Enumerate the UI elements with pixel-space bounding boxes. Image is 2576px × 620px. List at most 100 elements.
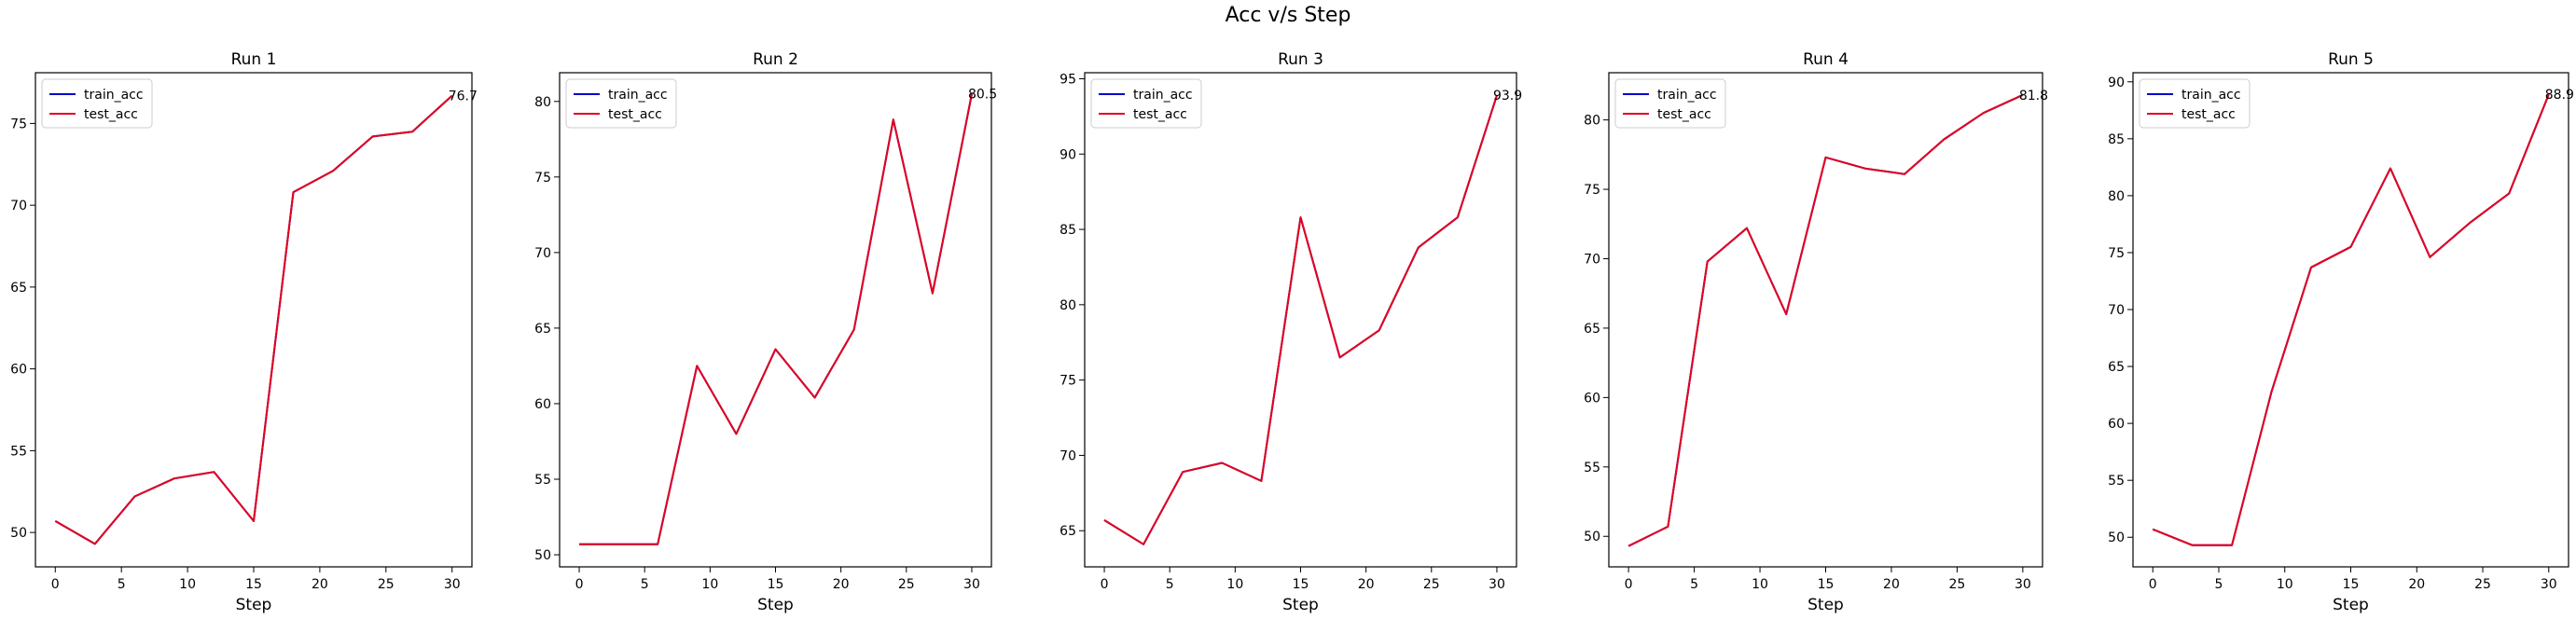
x-tick-label: 30 (963, 577, 980, 592)
x-tick-label: 5 (1690, 577, 1698, 592)
x-tick-label: 10 (1752, 577, 1768, 592)
x-tick-label: 5 (641, 577, 649, 592)
x-tick-label: 30 (2015, 577, 2031, 592)
y-tick-label: 80 (534, 95, 551, 110)
y-tick-label: 50 (10, 526, 27, 541)
x-axis-label: Step (1282, 596, 1319, 614)
y-tick-label: 80 (2108, 189, 2125, 204)
y-tick-label: 95 (1059, 72, 1076, 87)
end-value-label: 81.8 (2019, 89, 2048, 103)
x-tick-label: 0 (575, 577, 584, 592)
y-tick-label: 70 (534, 246, 551, 261)
axes-frame (559, 72, 992, 568)
legend-label-train_acc: train_acc (608, 88, 668, 103)
y-tick-label: 85 (1059, 223, 1076, 238)
x-tick-label: 10 (701, 577, 718, 592)
subplot-title: Run 3 (1278, 50, 1323, 69)
x-tick-label: 25 (378, 577, 395, 592)
y-tick-label: 55 (2108, 474, 2125, 489)
legend-label-test_acc: test_acc (1133, 107, 1187, 122)
series-line-test_acc (2152, 93, 2550, 546)
y-tick-label: 60 (10, 363, 27, 378)
series-line-train_acc (1627, 93, 2024, 547)
x-tick-label: 20 (1358, 577, 1375, 592)
x-tick-label: 30 (2541, 577, 2557, 592)
x-tick-label: 20 (833, 577, 850, 592)
end-value-label: 80.5 (968, 88, 997, 103)
end-value-label: 88.9 (2545, 88, 2574, 103)
legend-box (1090, 78, 1202, 129)
legend-label-test_acc: test_acc (2181, 107, 2236, 122)
y-tick-label: 70 (1059, 448, 1076, 463)
y-tick-label: 65 (1584, 322, 1600, 337)
y-tick-label: 60 (1584, 391, 1600, 406)
legend-box (565, 78, 677, 129)
y-tick-label: 75 (534, 171, 551, 186)
y-tick-label: 65 (1059, 524, 1076, 539)
x-tick-label: 10 (1226, 577, 1243, 592)
y-tick-label: 55 (534, 473, 551, 488)
x-tick-label: 20 (312, 577, 328, 592)
x-axis-label: Step (1807, 596, 1844, 614)
series-line-test_acc (579, 93, 973, 545)
x-tick-label: 0 (51, 577, 60, 592)
figure-title: Acc v/s Step (1225, 4, 1351, 27)
legend-box (1614, 78, 1726, 129)
subplot-3: Run 3 0 5 10 15 20 25 30 65 70 75 80 85 90 95 Step 93.9 t… (1059, 50, 1522, 614)
subplot-title: Run 2 (753, 50, 798, 69)
y-tick-label: 55 (10, 444, 27, 459)
y-tick-label: 75 (1059, 374, 1076, 389)
y-tick-label: 50 (1584, 530, 1600, 544)
subplot-title: Run 1 (231, 50, 277, 69)
y-tick-label: 85 (2108, 132, 2125, 147)
subplot-4: Run 4 0 5 10 15 20 25 30 50 55 60 65 70 75 80 Step 81.8 t… (1584, 50, 2048, 614)
series-line-test_acc (1627, 93, 2024, 547)
series-line-train_acc (54, 94, 453, 545)
x-tick-label: 30 (1489, 577, 1505, 592)
x-axis-label: Step (236, 596, 272, 614)
x-tick-label: 15 (2343, 577, 2360, 592)
y-tick-label: 90 (2108, 76, 2125, 90)
legend-box (2139, 78, 2251, 129)
legend-label-test_acc: test_acc (1657, 107, 1711, 122)
y-tick-label: 50 (534, 548, 551, 563)
x-tick-label: 15 (1818, 577, 1835, 592)
subplot-title: Run 5 (2328, 50, 2374, 69)
x-tick-label: 15 (1293, 577, 1309, 592)
x-tick-label: 25 (2474, 577, 2491, 592)
y-tick-label: 80 (1059, 298, 1076, 313)
x-tick-label: 20 (2408, 577, 2425, 592)
x-tick-label: 15 (768, 577, 784, 592)
x-tick-label: 0 (2149, 577, 2157, 592)
y-tick-label: 75 (1584, 183, 1600, 198)
x-tick-label: 0 (1625, 577, 1633, 592)
y-tick-label: 60 (534, 397, 551, 412)
axes-frame (1084, 72, 1517, 568)
x-tick-label: 10 (2277, 577, 2293, 592)
x-tick-label: 25 (1948, 577, 1965, 592)
end-value-label: 76.7 (449, 90, 478, 104)
series-line-train_acc (1103, 94, 1498, 545)
legend-label-train_acc: train_acc (1133, 88, 1193, 103)
legend-label-train_acc: train_acc (2181, 88, 2241, 103)
axes-frame (2132, 72, 2569, 568)
x-tick-label: 10 (179, 577, 196, 592)
legend-label-test_acc: test_acc (608, 107, 662, 122)
x-tick-label: 30 (444, 577, 461, 592)
y-tick-label: 90 (1059, 147, 1076, 162)
y-tick-label: 50 (2108, 530, 2125, 545)
y-tick-label: 70 (1584, 252, 1600, 267)
y-tick-label: 80 (1584, 114, 1600, 129)
legend-box (41, 78, 153, 129)
legend-label-train_acc: train_acc (84, 88, 144, 103)
y-tick-label: 65 (534, 322, 551, 337)
y-tick-label: 55 (1584, 461, 1600, 475)
subplot-title: Run 4 (1803, 50, 1849, 69)
x-tick-label: 5 (2215, 577, 2223, 592)
y-tick-label: 65 (10, 281, 27, 296)
y-tick-label: 70 (10, 199, 27, 214)
subplot-2: Run 2 0 5 10 15 20 25 30 50 55 60 65 70 75 80 Step 80.5 t… (534, 50, 997, 614)
x-axis-label: Step (2333, 596, 2369, 614)
series-line-test_acc (54, 94, 453, 545)
